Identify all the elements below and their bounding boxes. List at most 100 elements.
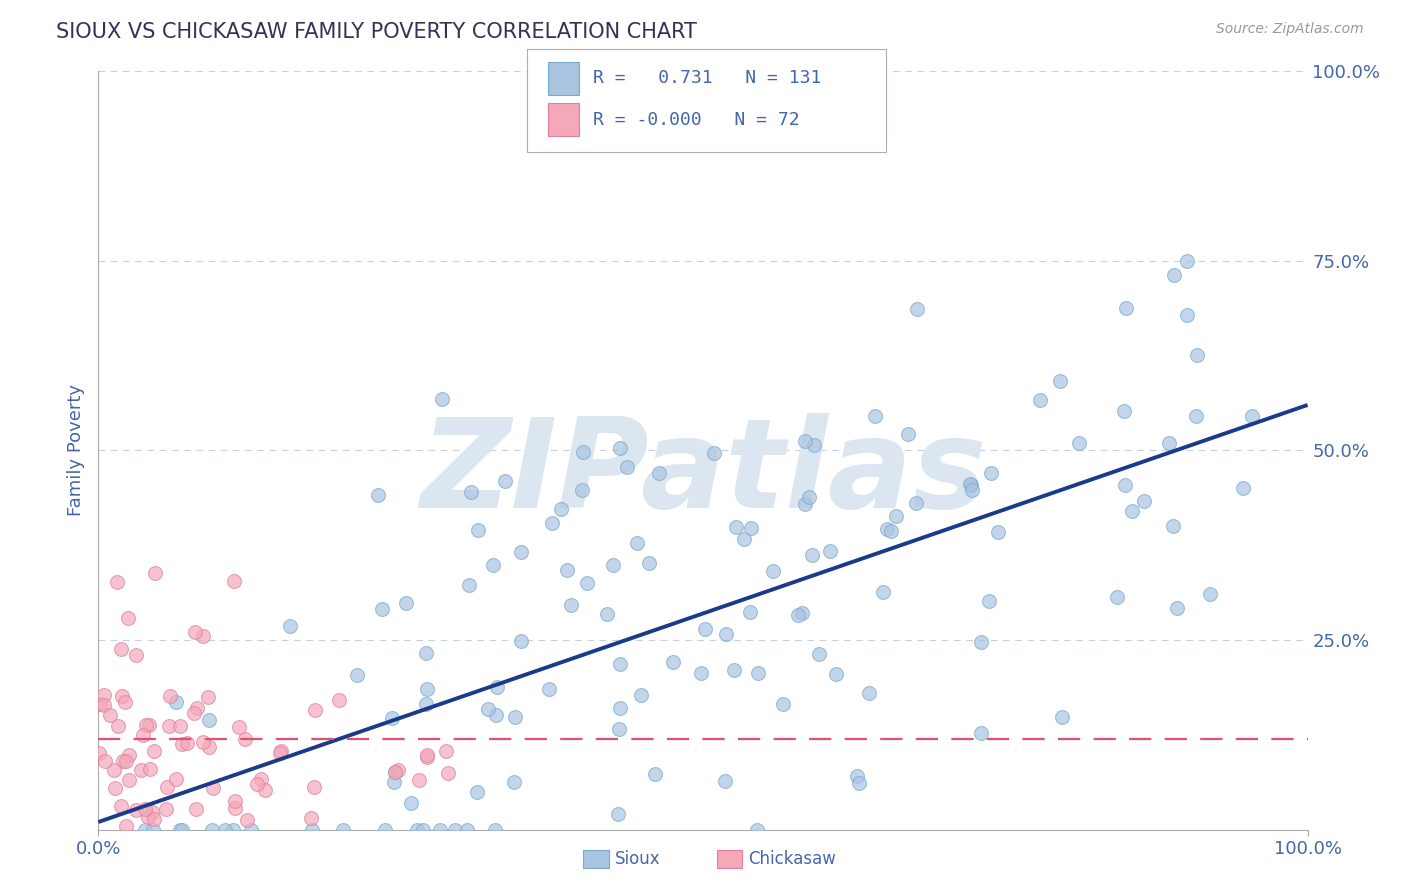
Point: [1112, 403, 1135, 417]
Point: [198, 713, 221, 727]
Point: [723, 663, 745, 677]
Point: [794, 434, 817, 449]
Point: [1132, 493, 1154, 508]
Point: [253, 783, 276, 797]
Point: [560, 598, 582, 612]
Point: [111, 689, 134, 703]
Point: [346, 667, 368, 681]
Point: [484, 822, 506, 837]
Point: [872, 585, 894, 599]
Point: [879, 524, 901, 538]
Point: [301, 822, 323, 837]
Point: [143, 566, 166, 581]
Point: [1232, 481, 1254, 495]
Point: [1114, 478, 1136, 492]
Point: [412, 822, 434, 837]
Point: [905, 496, 928, 510]
Point: [115, 819, 138, 833]
Point: [111, 755, 134, 769]
Point: [800, 548, 823, 562]
Point: [278, 619, 301, 633]
Point: [807, 647, 830, 661]
Point: [799, 490, 821, 504]
Point: [118, 772, 141, 787]
Point: [740, 605, 762, 619]
Point: [434, 744, 457, 758]
Point: [395, 595, 418, 609]
Point: [637, 556, 659, 570]
Point: [858, 686, 880, 700]
Point: [609, 657, 631, 671]
Point: [89, 746, 111, 760]
Point: [405, 822, 427, 837]
Point: [233, 732, 256, 747]
Point: [596, 607, 619, 622]
Point: [509, 633, 531, 648]
Point: [630, 688, 652, 702]
Point: [184, 802, 207, 816]
Text: Chickasaw: Chickasaw: [748, 850, 835, 868]
Point: [690, 666, 713, 681]
Point: [477, 702, 499, 716]
Point: [970, 635, 993, 649]
Point: [246, 777, 269, 791]
Point: [609, 700, 631, 714]
Point: [143, 812, 166, 826]
Point: [374, 822, 396, 837]
Point: [745, 822, 768, 837]
Point: [381, 711, 404, 725]
Point: [107, 719, 129, 733]
Point: [1052, 710, 1074, 724]
Point: [172, 737, 194, 751]
Point: [115, 754, 138, 768]
Point: [576, 575, 599, 590]
Point: [609, 441, 631, 455]
Point: [555, 563, 578, 577]
Point: [384, 764, 406, 779]
Point: [399, 797, 422, 811]
Point: [382, 774, 405, 789]
Point: [876, 522, 898, 536]
Point: [1029, 393, 1052, 408]
Point: [1105, 591, 1128, 605]
Point: [249, 772, 271, 786]
Point: [304, 703, 326, 717]
Point: [98, 708, 121, 723]
Point: [503, 775, 526, 789]
Point: [222, 822, 245, 837]
Point: [159, 689, 181, 703]
Point: [201, 781, 224, 796]
Point: [222, 574, 245, 589]
Point: [367, 488, 389, 502]
Point: [1049, 374, 1071, 388]
Point: [105, 575, 128, 590]
Point: [959, 477, 981, 491]
Point: [299, 811, 322, 825]
Point: [104, 781, 127, 796]
Point: [1166, 600, 1188, 615]
Point: [714, 774, 737, 789]
Point: [457, 577, 479, 591]
Point: [460, 485, 482, 500]
Point: [165, 772, 187, 786]
Point: [236, 814, 259, 828]
Point: [141, 805, 163, 819]
Point: [662, 655, 685, 669]
Point: [138, 762, 160, 776]
Point: [541, 516, 564, 530]
Point: [607, 722, 630, 736]
Point: [415, 646, 437, 660]
Point: [818, 544, 841, 558]
Text: Sioux: Sioux: [614, 850, 659, 868]
Point: [1163, 268, 1185, 282]
Point: [143, 744, 166, 758]
Y-axis label: Family Poverty: Family Poverty: [66, 384, 84, 516]
Point: [332, 822, 354, 837]
Point: [155, 802, 177, 816]
Point: [970, 726, 993, 740]
Point: [747, 665, 769, 680]
Point: [269, 747, 291, 761]
Point: [183, 706, 205, 720]
Point: [136, 810, 159, 824]
Point: [117, 611, 139, 625]
